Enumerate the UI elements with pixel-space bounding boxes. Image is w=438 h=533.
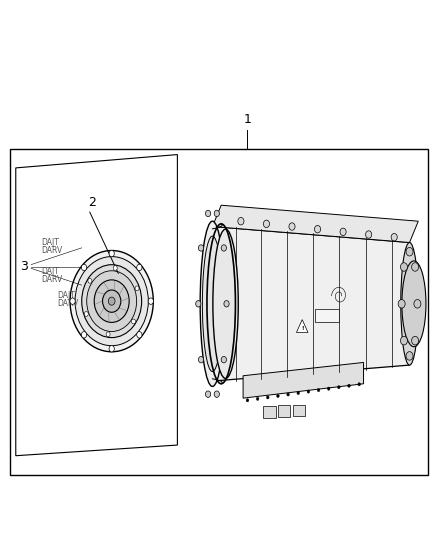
Circle shape	[307, 390, 310, 393]
Circle shape	[338, 385, 340, 389]
Circle shape	[256, 397, 259, 400]
Bar	[278, 406, 290, 417]
Ellipse shape	[202, 236, 223, 372]
Circle shape	[106, 332, 110, 337]
Text: !: !	[301, 326, 304, 332]
Text: 3: 3	[20, 260, 28, 273]
Circle shape	[412, 336, 419, 345]
Bar	[315, 309, 339, 322]
Circle shape	[246, 399, 249, 402]
Circle shape	[406, 247, 413, 256]
Circle shape	[400, 263, 407, 271]
Text: DARV: DARV	[57, 299, 78, 308]
Circle shape	[196, 301, 201, 307]
Circle shape	[81, 264, 87, 271]
Text: DAJT: DAJT	[42, 238, 60, 247]
Circle shape	[340, 228, 346, 236]
Circle shape	[131, 319, 135, 324]
Circle shape	[406, 352, 413, 360]
Circle shape	[70, 251, 153, 352]
Circle shape	[135, 286, 139, 291]
Text: DAJT: DAJT	[42, 268, 60, 276]
Circle shape	[148, 298, 153, 304]
Circle shape	[109, 251, 114, 257]
Circle shape	[327, 387, 330, 390]
Circle shape	[109, 345, 114, 352]
Circle shape	[314, 225, 321, 233]
Circle shape	[88, 278, 92, 283]
Circle shape	[137, 264, 142, 271]
Circle shape	[85, 311, 88, 316]
Circle shape	[221, 357, 226, 363]
Circle shape	[414, 300, 421, 308]
Text: DARV: DARV	[42, 246, 63, 255]
Circle shape	[289, 223, 295, 230]
Circle shape	[263, 220, 269, 228]
Text: DAJT: DAJT	[57, 292, 75, 300]
Circle shape	[287, 393, 290, 396]
Circle shape	[214, 210, 219, 216]
Circle shape	[224, 301, 229, 307]
Circle shape	[102, 290, 121, 312]
Circle shape	[317, 389, 320, 392]
Circle shape	[137, 332, 142, 338]
Circle shape	[113, 265, 117, 270]
Circle shape	[221, 245, 226, 251]
Circle shape	[94, 280, 129, 322]
Circle shape	[358, 383, 360, 386]
Circle shape	[81, 332, 87, 338]
Circle shape	[398, 300, 405, 308]
Ellipse shape	[402, 261, 426, 346]
Ellipse shape	[200, 221, 225, 386]
Text: 1: 1	[244, 114, 251, 126]
Polygon shape	[16, 155, 177, 456]
Ellipse shape	[401, 243, 418, 365]
Circle shape	[198, 357, 204, 363]
Bar	[263, 407, 276, 418]
Polygon shape	[297, 320, 308, 333]
Circle shape	[82, 265, 141, 337]
Circle shape	[391, 233, 397, 241]
Circle shape	[412, 263, 419, 271]
Bar	[293, 405, 305, 416]
Circle shape	[348, 384, 350, 387]
Circle shape	[198, 245, 204, 251]
Circle shape	[214, 391, 219, 398]
Circle shape	[205, 210, 211, 216]
Polygon shape	[212, 227, 410, 381]
Circle shape	[297, 391, 300, 394]
Circle shape	[205, 391, 211, 398]
Circle shape	[75, 256, 148, 346]
Circle shape	[87, 271, 137, 332]
Text: DARV: DARV	[42, 275, 63, 284]
Ellipse shape	[213, 229, 238, 378]
Circle shape	[277, 394, 279, 398]
Bar	[10, 149, 428, 475]
Circle shape	[266, 396, 269, 399]
Circle shape	[70, 298, 75, 304]
Circle shape	[238, 217, 244, 225]
Circle shape	[366, 231, 372, 238]
Circle shape	[108, 297, 115, 305]
Text: 2: 2	[88, 196, 96, 209]
Polygon shape	[243, 362, 364, 398]
Circle shape	[400, 336, 407, 345]
Polygon shape	[212, 205, 418, 243]
